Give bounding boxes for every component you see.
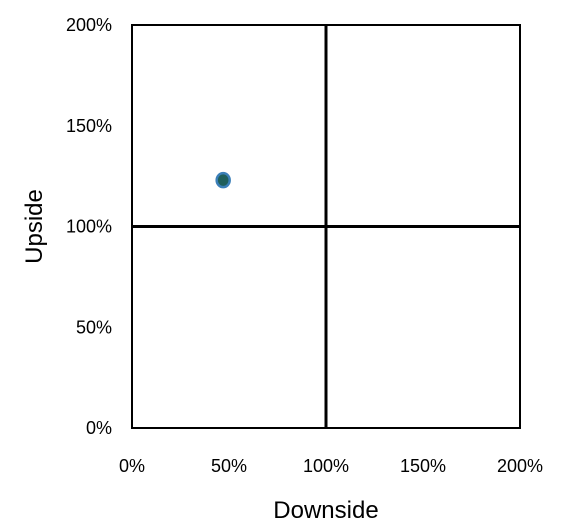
x-axis-title: Downside [273, 497, 378, 523]
x-tick-label: 150% [400, 456, 446, 476]
y-tick-label: 0% [86, 418, 112, 438]
x-axis-ticks: 0% 50% 100% 150% 200% [119, 456, 543, 476]
y-tick-label: 50% [76, 317, 112, 337]
x-tick-label: 100% [303, 456, 349, 476]
y-axis-ticks: 0% 50% 100% 150% 200% [66, 15, 112, 438]
x-tick-label: 200% [497, 456, 543, 476]
x-tick-label: 50% [211, 456, 247, 476]
y-tick-label: 100% [66, 217, 112, 237]
scatter-points [215, 171, 231, 189]
x-tick-label: 0% [119, 456, 145, 476]
y-tick-label: 200% [66, 15, 112, 35]
scatter-point [215, 171, 231, 189]
y-axis-title: Upside [21, 189, 48, 264]
plot-area [131, 24, 521, 429]
y-tick-label: 150% [66, 116, 112, 136]
